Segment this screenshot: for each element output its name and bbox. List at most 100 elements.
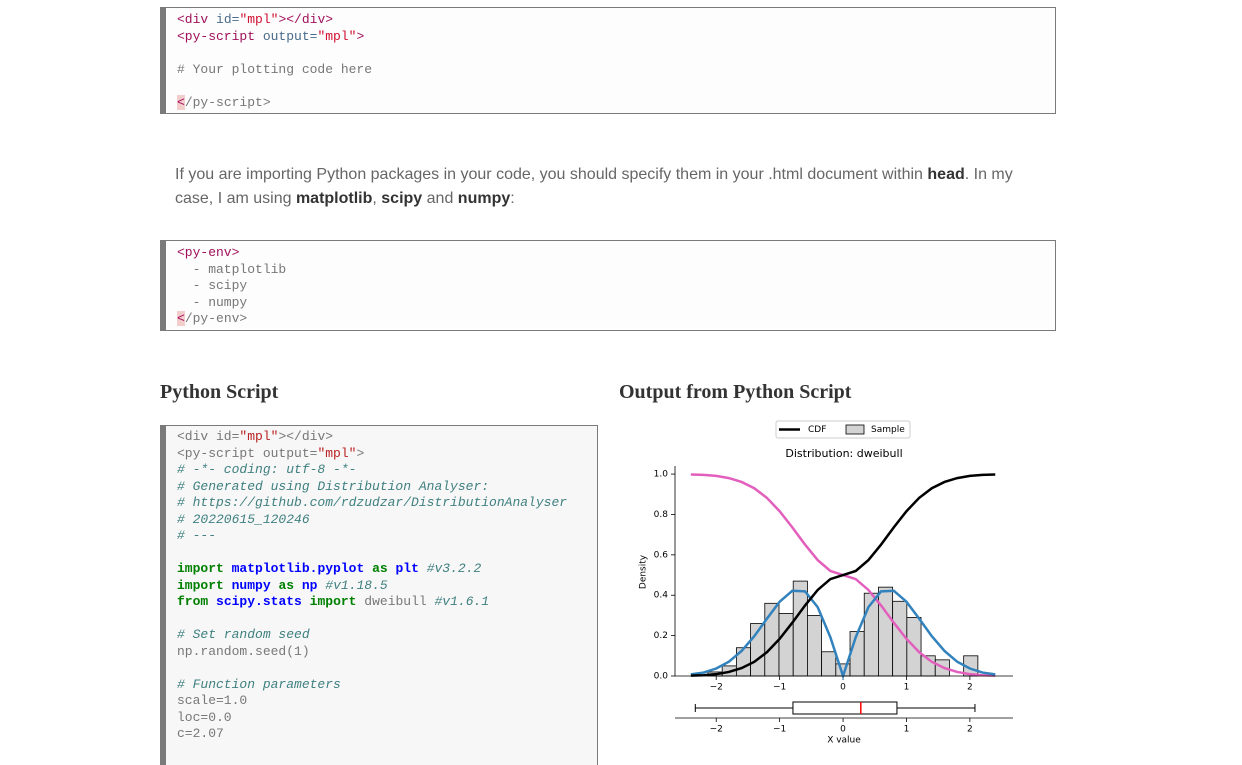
code-token: /py-script> [184, 94, 271, 110]
text-run: head [927, 166, 965, 183]
code-line [177, 611, 597, 628]
paragraph: If you are importing Python packages in … [175, 163, 1050, 211]
code-token: # https://github.com/rdzudzar/Distributi… [177, 495, 568, 510]
y-tick-label: 0.2 [654, 631, 668, 641]
histogram-bar [892, 600, 908, 677]
text-run: numpy [457, 190, 511, 207]
histogram-bar [849, 631, 865, 677]
code-line: c=2.07 [177, 726, 597, 743]
code-token [294, 578, 302, 593]
code-token: - scipy [177, 278, 248, 293]
x-axis-label: X value [827, 736, 861, 746]
text-run: scipy [381, 190, 423, 207]
code-line: # 20220615_120246 [177, 512, 597, 529]
code-token: <py-script output= [177, 445, 318, 461]
code-line: <div id="mpl"></div> [177, 12, 1055, 29]
code-token: # Generated using Distribution Analyser: [177, 478, 490, 494]
code-token [419, 561, 427, 576]
code-line: # Generated using Distribution Analyser: [177, 479, 597, 496]
code-line: - scipy [177, 278, 1055, 295]
code-line: <py-script output="mpl"> [177, 446, 597, 463]
code-line: - numpy [177, 295, 1055, 312]
y-tick-label: 0.8 [654, 510, 669, 520]
legend-box [775, 420, 911, 439]
code-token: > [356, 28, 365, 44]
x-tick-label: −1 [773, 683, 786, 693]
code-token: "mpl" [317, 445, 357, 461]
code-block: <py-env> - matplotlib - scipy - numpy </p… [160, 240, 1056, 331]
section-heading: Output from Python Script [619, 381, 852, 403]
code-token: <div [177, 12, 209, 27]
code-line: </py-script> [177, 94, 1055, 112]
legend-label: Sample [871, 425, 905, 435]
code-token: /py-env> [184, 311, 248, 326]
y-tick-label: 0.0 [654, 672, 669, 682]
histogram-bar [878, 586, 894, 677]
code-line [177, 45, 1055, 62]
code-token: ></div> [278, 429, 334, 444]
text-run: . In my case, I am using [175, 166, 1013, 207]
code-token: #v1.6.1 [434, 594, 490, 609]
code-token: as [278, 577, 295, 593]
histogram-bar [821, 651, 837, 677]
code-line: import matplotlib.pyplot as plt #v3.2.2 [177, 561, 597, 578]
code-token: # --- [177, 528, 217, 543]
code-line: # Set random seed [177, 627, 597, 644]
code-token: < [177, 311, 185, 326]
curve [690, 473, 996, 677]
code-token: # 20220615_120246 [177, 511, 310, 527]
code-line: <py-env> [177, 245, 1055, 262]
code-token: id= [208, 12, 240, 27]
code-token: "mpl" [317, 28, 357, 44]
code-token: c=2.07 [177, 726, 224, 741]
code-line: np.random.seed(1) [177, 644, 597, 661]
y-tick-label: 0.4 [654, 591, 669, 601]
code-token: scipy.stats [216, 594, 302, 609]
histogram-bar [764, 602, 780, 677]
code-block: <div id="mpl"></div> <py-script output="m… [160, 425, 598, 765]
code-token: # Function parameters [177, 676, 341, 692]
code-token: - numpy [177, 294, 248, 310]
box [792, 701, 898, 715]
code-token: scale=1.0 [177, 693, 248, 708]
code-token: <py-script [177, 28, 256, 44]
code-line: </py-env> [177, 311, 1055, 328]
code-line: # Function parameters [177, 677, 597, 694]
code-token: ></div> [278, 12, 334, 27]
y-tick-label: 1.0 [654, 470, 669, 480]
text-run: : [510, 190, 515, 207]
code-token: import [309, 594, 357, 609]
box-x-tick-label: −2 [710, 725, 723, 735]
code-token: <div id= [177, 429, 240, 444]
code-token [224, 561, 232, 576]
chart: Distribution: dweibull Density X value 0.0 0… [639, 420, 1013, 746]
code-token: - matplotlib [177, 261, 287, 277]
histogram-bar [807, 615, 823, 677]
code-block: <div id="mpl"></div> <py-script output="m… [160, 7, 1056, 114]
code-token: loc=0.0 [177, 709, 232, 725]
code-token: as [372, 561, 388, 576]
code-line: - matplotlib [177, 262, 1055, 279]
x-tick-label: −2 [710, 683, 723, 693]
code-line: # --- [177, 528, 597, 545]
code-line: # Your plotting code here [177, 62, 1055, 79]
histogram-bar [863, 592, 879, 677]
code-token: import [177, 561, 224, 576]
text-run: If you are importing Python packages in … [175, 166, 928, 183]
code-line [177, 545, 597, 562]
legend-swatch [845, 424, 865, 435]
code-token: "mpl" [239, 429, 279, 444]
text-run: and [422, 190, 458, 207]
code-line: import numpy as np #v1.18.5 [177, 578, 597, 595]
code-token: < [177, 94, 185, 110]
code-token [208, 594, 216, 609]
code-token: # -*- coding: utf-8 -*- [177, 462, 357, 477]
code-token: from [177, 594, 209, 609]
code-token: np.random.seed(1) [177, 643, 310, 659]
code-token: numpy [231, 577, 271, 593]
code-token: matplotlib.pyplot [231, 561, 365, 576]
code-token: #v3.2.2 [426, 561, 482, 576]
code-line: from scipy.stats import dweibull #v1.6.1 [177, 594, 597, 611]
code-line [177, 660, 597, 677]
